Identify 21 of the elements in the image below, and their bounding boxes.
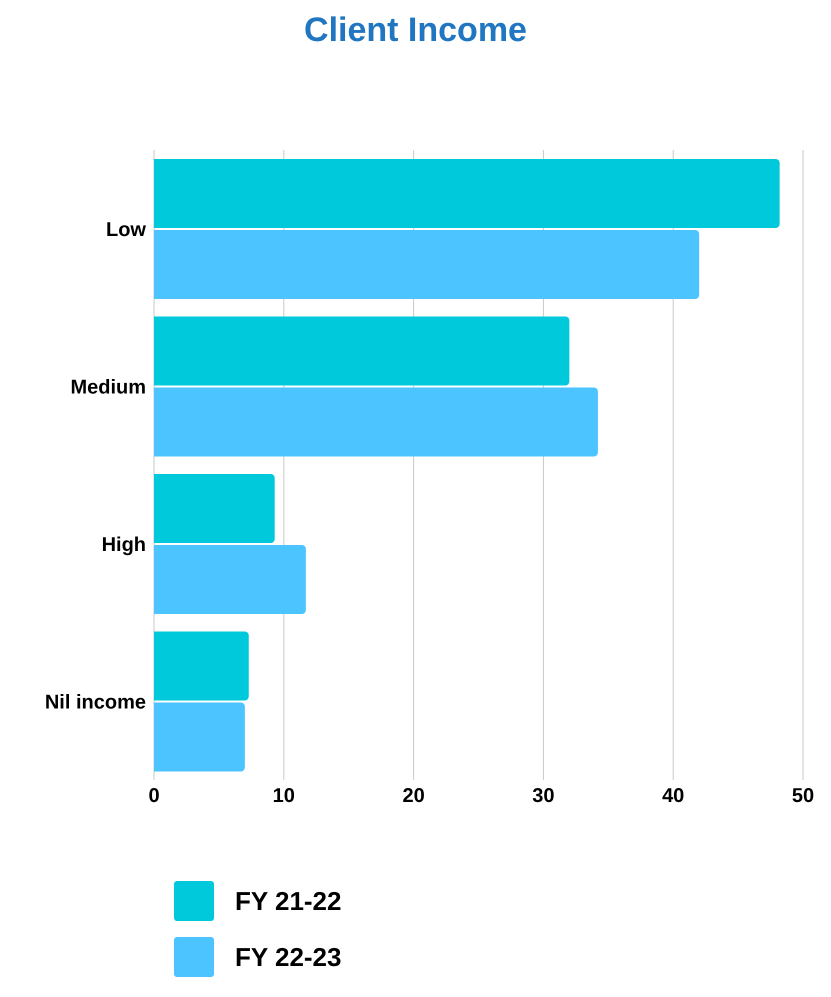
bar — [154, 545, 306, 614]
y-tick-label: Low — [106, 218, 146, 241]
x-tick-label: 40 — [662, 785, 684, 808]
chart-title: Client Income — [303, 10, 528, 51]
legend-label: FY 21-22 — [235, 886, 342, 916]
bar — [154, 388, 598, 456]
y-tick-label: Nil income — [44, 691, 146, 714]
bar — [154, 632, 249, 700]
bar — [154, 159, 780, 228]
legend-label: FY 22-23 — [235, 942, 342, 972]
x-tick-label: 10 — [272, 785, 295, 808]
y-tick-label: High — [102, 534, 146, 556]
y-tick-label: Medium — [70, 376, 146, 398]
x-tick-label: 0 — [148, 785, 160, 808]
x-tick-label: 50 — [792, 785, 814, 808]
bar — [154, 230, 700, 299]
x-tick-label: 30 — [532, 785, 555, 808]
bar — [154, 316, 570, 386]
bar — [154, 474, 275, 543]
bar — [154, 702, 245, 772]
x-tick-label: 20 — [402, 785, 425, 808]
